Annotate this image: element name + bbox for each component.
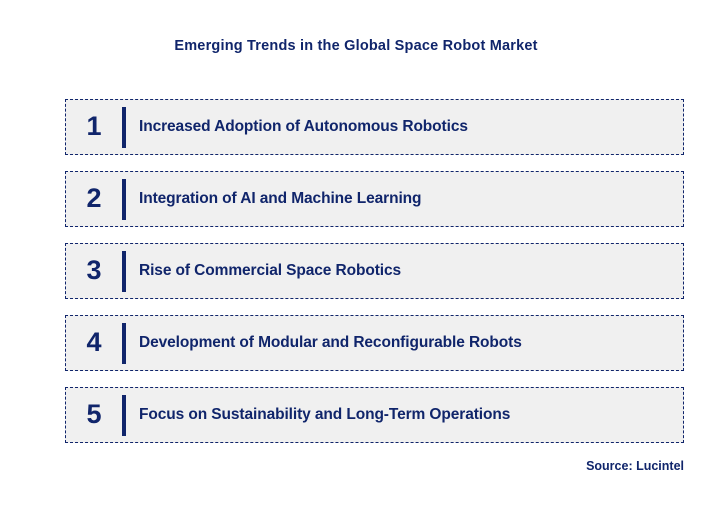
trend-label: Integration of AI and Machine Learning	[139, 190, 422, 207]
source-attribution: Source: Lucintel	[586, 459, 684, 473]
list-item: 3 Rise of Commercial Space Robotics	[65, 243, 684, 299]
list-item: 5 Focus on Sustainability and Long-Term …	[65, 387, 684, 443]
divider-bar	[122, 178, 126, 220]
divider-bar	[122, 106, 126, 148]
trend-label: Rise of Commercial Space Robotics	[139, 262, 402, 279]
list-item: 1 Increased Adoption of Autonomous Robot…	[65, 99, 684, 155]
trend-number: 1	[86, 110, 102, 141]
trend-label: Increased Adoption of Autonomous Robotic…	[139, 118, 468, 135]
list-item: 4 Development of Modular and Reconfigura…	[65, 315, 684, 371]
trend-number: 5	[86, 398, 102, 429]
list-item: 2 Integration of AI and Machine Learning	[65, 171, 684, 227]
trend-number: 4	[86, 326, 102, 357]
divider-bar	[122, 322, 126, 364]
page-title: Emerging Trends in the Global Space Robo…	[174, 38, 538, 54]
trend-number: 3	[86, 254, 102, 285]
trend-list: 1 Increased Adoption of Autonomous Robot…	[65, 99, 684, 443]
trend-label: Focus on Sustainability and Long-Term Op…	[139, 406, 511, 423]
trend-number: 2	[86, 182, 102, 213]
divider-bar	[122, 394, 126, 436]
trend-label: Development of Modular and Reconfigurabl…	[139, 334, 522, 351]
divider-bar	[122, 250, 126, 292]
